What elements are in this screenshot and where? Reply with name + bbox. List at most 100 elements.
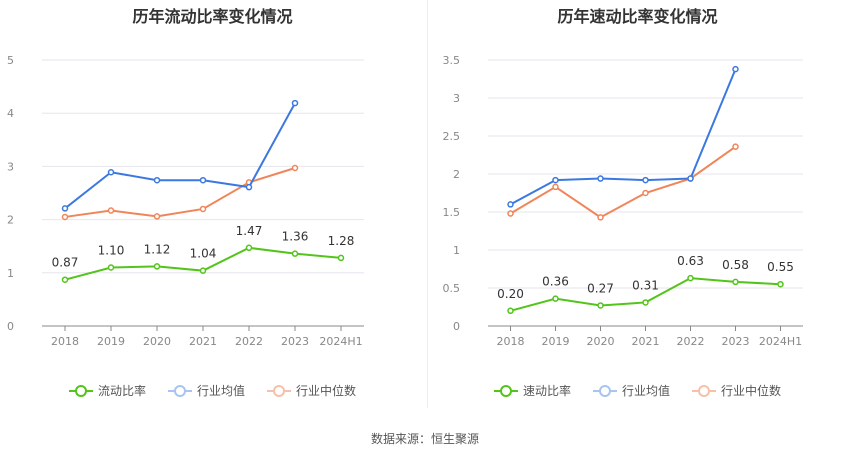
y-tick-label: 0: [453, 320, 460, 333]
x-tick-label: 2023: [722, 335, 750, 348]
x-tick-label: 2021: [189, 335, 217, 348]
data-label: 1.04: [190, 247, 217, 261]
panel-divider: [427, 0, 428, 408]
legend-marker-icon: [167, 384, 192, 398]
legend-label: 行业均值: [196, 384, 245, 398]
data-point: [732, 143, 739, 150]
data-point: [597, 175, 604, 182]
data-point: [552, 176, 559, 184]
y-tick-label: 3.5: [443, 54, 461, 67]
x-tick-label: 2020: [587, 335, 615, 348]
y-tick-label: 5: [7, 54, 14, 67]
data-label: 1.28: [328, 234, 355, 248]
series-line: [510, 68, 737, 206]
data-point: [732, 278, 739, 286]
legend: 速动比率 行业均值 行业中位数: [425, 382, 850, 399]
data-point: [153, 263, 161, 270]
data-label: 1.36: [282, 230, 309, 244]
data-point: [61, 276, 69, 283]
data-label: 0.36: [542, 275, 569, 289]
x-tick-label: 2021: [632, 335, 660, 348]
y-tick-label: 1: [7, 267, 14, 280]
data-point: [245, 183, 253, 191]
data-point: [507, 307, 514, 315]
x-tick-label: 2019: [542, 335, 570, 348]
legend-marker-icon: [592, 384, 617, 398]
data-point: [642, 299, 649, 306]
y-tick-label: 3: [7, 160, 14, 173]
y-tick-label: 3: [453, 92, 460, 105]
data-point: [245, 244, 253, 252]
data-point: [107, 264, 115, 271]
data-point: [153, 176, 161, 184]
y-tick-label: 0.5: [443, 282, 461, 295]
data-point: [61, 205, 69, 212]
series-line: [64, 102, 296, 210]
x-tick-label: 2023: [281, 335, 309, 348]
legend: 流动比率 行业均值 行业中位数: [0, 382, 425, 399]
data-point: [507, 210, 514, 217]
data-label: 0.31: [632, 278, 659, 292]
legend-item-quick-ratio[interactable]: 速动比率: [493, 382, 571, 399]
current-ratio-chart: 0 1 2 3 4 5 2018 2019 2020 2021 2022 2023 2024H1 0.87…: [7, 54, 364, 348]
data-point: [732, 65, 739, 73]
legend-label: 行业中位数: [296, 384, 357, 398]
y-tick-label: 4: [7, 107, 14, 120]
data-label: 0.20: [497, 287, 524, 301]
legend-marker-icon: [692, 384, 716, 398]
data-label: 0.87: [52, 256, 79, 270]
data-point: [687, 175, 694, 182]
data-point: [552, 295, 559, 302]
data-label: 0.55: [767, 260, 794, 274]
current-ratio-panel: 历年流动比率变化情况 0 1 2 3 4 5 2018 2019 2020 2021 2022 202…: [0, 0, 425, 420]
x-tick-label: 2020: [143, 335, 171, 348]
y-tick-label: 0: [7, 320, 14, 333]
data-label: 0.27: [587, 281, 614, 295]
legend-marker-icon: [267, 384, 291, 398]
data-point: [642, 176, 649, 184]
quick-ratio-panel: 历年速动比率变化情况 0 0.5 1 1.5 2 2.5 3 3.5 2018 2019 2020 2…: [425, 0, 850, 420]
data-point: [199, 176, 207, 184]
data-point: [199, 205, 207, 213]
x-tick-label: 2024H1: [759, 335, 802, 348]
x-tick-label: 2024H1: [319, 335, 362, 348]
chart-title: 历年速动比率变化情况: [557, 7, 718, 26]
y-tick-label: 2.5: [443, 130, 461, 143]
legend-label: 行业均值: [621, 384, 670, 398]
y-tick-label: 1.5: [443, 206, 461, 219]
data-point: [291, 250, 299, 257]
y-tick-label: 2: [7, 214, 14, 227]
data-point: [597, 302, 604, 309]
data-point: [337, 254, 345, 262]
data-point: [291, 164, 299, 172]
data-label: 1.12: [144, 242, 171, 256]
data-point: [777, 280, 784, 288]
data-point: [597, 214, 604, 221]
y-tick-label: 2: [453, 168, 460, 181]
data-point: [107, 207, 115, 214]
quick-ratio-chart: 0 0.5 1 1.5 2 2.5 3 3.5 2018 2019 2020 2021 2022 2023…: [443, 54, 803, 348]
legend-item-industry-median[interactable]: 行业中位数: [267, 382, 356, 399]
legend-item-industry-mean[interactable]: 行业均值: [167, 382, 245, 399]
data-point: [642, 189, 649, 197]
chart-title: 历年流动比率变化情况: [132, 7, 293, 26]
legend-item-industry-median[interactable]: 行业中位数: [692, 382, 781, 399]
data-point: [291, 99, 299, 107]
data-point: [107, 169, 115, 176]
data-source: 数据来源：恒生聚源: [370, 432, 479, 446]
x-tick-label: 2018: [497, 335, 525, 348]
series-line: [64, 167, 296, 218]
x-tick-label: 2022: [677, 335, 705, 348]
x-tick-label: 2019: [97, 335, 125, 348]
legend-label: 行业中位数: [721, 384, 782, 398]
data-label: 1.47: [236, 224, 263, 238]
data-point: [61, 213, 69, 221]
legend-item-industry-mean[interactable]: 行业均值: [592, 382, 670, 399]
data-label: 1.10: [98, 243, 125, 257]
x-tick-label: 2022: [235, 335, 263, 348]
data-point: [507, 201, 514, 208]
legend-marker-icon: [493, 384, 518, 398]
data-point: [199, 267, 207, 274]
data-label: 0.63: [677, 254, 704, 268]
legend-item-current-ratio[interactable]: 流动比率: [68, 382, 146, 399]
